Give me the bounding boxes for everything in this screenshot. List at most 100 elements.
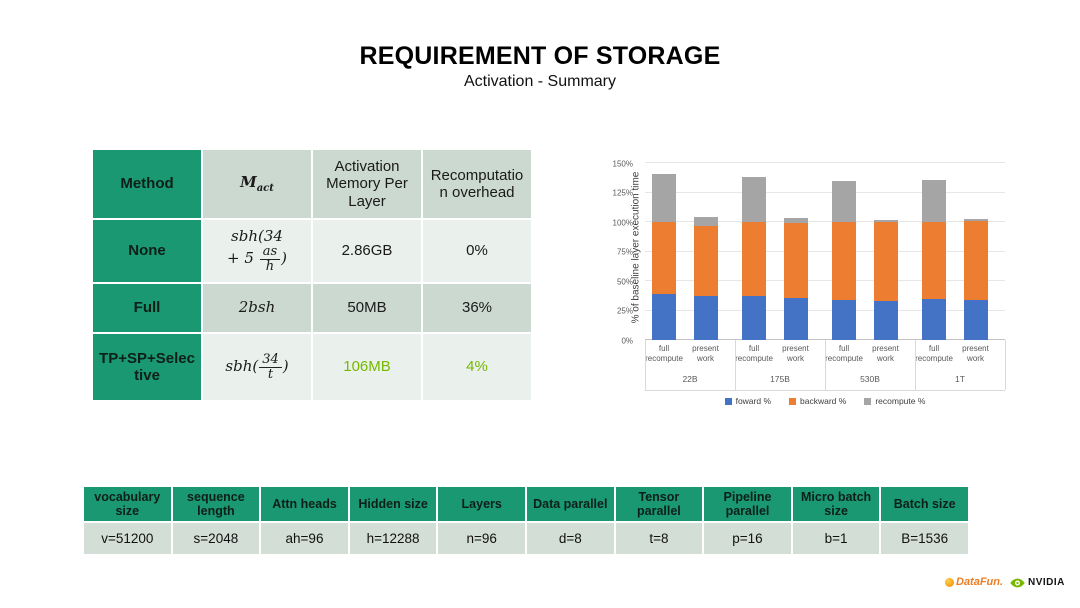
bar-segment-backward (874, 222, 898, 302)
bar-segment-foward (922, 298, 946, 340)
param-header-cell: Micro batch size (792, 487, 880, 521)
legend-label: foward % (735, 396, 772, 406)
chart-axis-separator (915, 340, 916, 390)
legend-label: recompute % (875, 396, 926, 406)
chart-y-tick: 25% (616, 306, 633, 316)
chart-x-sublabel: present work (692, 344, 719, 364)
chart-gridline (645, 162, 1005, 163)
chart-axis-separator (825, 340, 826, 390)
bar-segment-backward (652, 222, 676, 294)
chart-gridline (645, 221, 1005, 222)
param-header-cell: vocabulary size (84, 487, 171, 521)
storage-header-overhead: Recomputation overhead (423, 150, 531, 218)
bar-segment-recompute (742, 177, 766, 223)
chart-x-sublabel: present work (782, 344, 809, 364)
legend-swatch-icon (724, 397, 732, 405)
bar-segment-backward (742, 222, 766, 297)
storage-row-selective-memory: 106MB (313, 334, 421, 400)
storage-row-none-memory: 2.86GB (313, 220, 421, 282)
param-value-cell: ah=96 (261, 523, 348, 554)
params-table: vocabulary size sequence length Attn heads… (84, 487, 968, 554)
param-header-cell: sequence length (172, 487, 260, 521)
param-header-cell: Tensor parallel (615, 487, 703, 521)
storage-header-mact: Mact (203, 150, 311, 218)
bar-segment-foward (832, 299, 856, 340)
chart-gridline (645, 280, 1005, 281)
bar-segment-backward (964, 220, 988, 300)
chart-y-tick: 100% (612, 218, 633, 227)
storage-row-full-memory: 50MB (313, 284, 421, 332)
nvidia-logo: NVIDIA (1010, 577, 1065, 588)
param-value-cell: n=96 (438, 523, 525, 554)
bar-segment-foward (964, 299, 988, 340)
storage-header-method: Method (93, 150, 201, 218)
chart-axis-separator (1005, 340, 1006, 390)
chart-x-sublabel: full recompute (645, 344, 683, 364)
page-subtitle: Activation - Summary (463, 73, 617, 90)
param-value-cell: d=8 (526, 523, 614, 554)
nvidia-logo-text: NVIDIA (1028, 577, 1065, 588)
storage-row-none-label: None (93, 220, 201, 282)
chart-gridline (645, 339, 1005, 340)
datafun-logo-text: DataFun. (956, 576, 1004, 588)
bar-segment-foward (874, 301, 898, 340)
param-header-cell: Batch size (881, 487, 968, 521)
storage-row-selective-label: TP+SP+Selective (93, 334, 201, 400)
storage-row-selective-formula: sbh(34 t) (203, 334, 311, 400)
param-value-cell: B=1536 (881, 523, 968, 554)
chart-group-label: 1T (955, 374, 965, 384)
chart-axis-bottom-line (645, 390, 1005, 391)
stacked-bar-175b-present-work (784, 218, 808, 340)
param-value-cell: v=51200 (84, 523, 171, 554)
fraction: 34 t (259, 353, 282, 381)
legend-label: backward % (800, 396, 847, 406)
chart-x-sublabel: present work (962, 344, 989, 364)
datafun-icon (945, 577, 954, 587)
param-header-cell: Hidden size (349, 487, 437, 521)
bar-segment-foward (742, 296, 766, 340)
stacked-bar-1t-full-recompute (922, 179, 946, 340)
chart-gridline (645, 309, 1005, 311)
param-value-cell: p=16 (704, 523, 791, 554)
chart-group-label: 175B (770, 374, 790, 384)
bar-segment-recompute (784, 218, 808, 224)
bar-segment-backward (694, 225, 718, 297)
stacked-bar-1t-present-work (964, 219, 988, 340)
bar-segment-backward (832, 222, 856, 300)
storage-row-none-overhead: 0% (423, 220, 531, 282)
bar-segment-recompute (694, 217, 718, 226)
stacked-bar-530b-present-work (874, 219, 898, 340)
storage-row-selective-overhead: 4% (423, 334, 531, 400)
param-header-cell: Layers (438, 487, 525, 521)
chart-gridline (645, 250, 1005, 252)
chart-x-sublabel: present work (872, 344, 899, 364)
storage-row-full-overhead: 36% (423, 284, 531, 332)
chart-y-tick: 75% (616, 247, 633, 257)
chart-y-tick: 150% (612, 159, 633, 168)
chart-axis-separator (735, 340, 736, 390)
fraction: as h (259, 245, 281, 273)
bar-segment-recompute (964, 219, 988, 221)
bar-segment-foward (784, 297, 808, 340)
bar-segment-foward (652, 293, 676, 340)
bar-segment-recompute (652, 173, 676, 223)
bar-segment-foward (694, 296, 718, 340)
stacked-bar-22b-present-work (694, 217, 718, 340)
chart-group-label: 530B (860, 374, 880, 384)
chart-y-tick: 125% (612, 188, 633, 198)
param-value-cell: t=8 (615, 523, 703, 554)
page-title: REQUIREMENT OF STORAGE (359, 42, 721, 70)
storage-table: Method Mact Activation Memory Per Layer … (93, 150, 531, 400)
chart-x-sublabel: full recompute (915, 344, 953, 364)
stacked-bar-22b-full-recompute (652, 173, 676, 340)
bar-segment-recompute (874, 219, 898, 223)
storage-row-none-formula: sbh(34 + 5 as h) (203, 220, 311, 282)
execution-time-chart: % of baseline layer execution time 0% 25%… (598, 146, 1012, 414)
storage-header-memory: Activation Memory Per Layer (313, 150, 421, 218)
legend-swatch-icon (864, 397, 872, 405)
storage-row-full-label: Full (93, 284, 201, 332)
param-header-cell: Pipeline parallel (704, 487, 791, 521)
datafun-logo: DataFun. (945, 576, 1003, 588)
mact-symbol: Mact (240, 172, 274, 194)
